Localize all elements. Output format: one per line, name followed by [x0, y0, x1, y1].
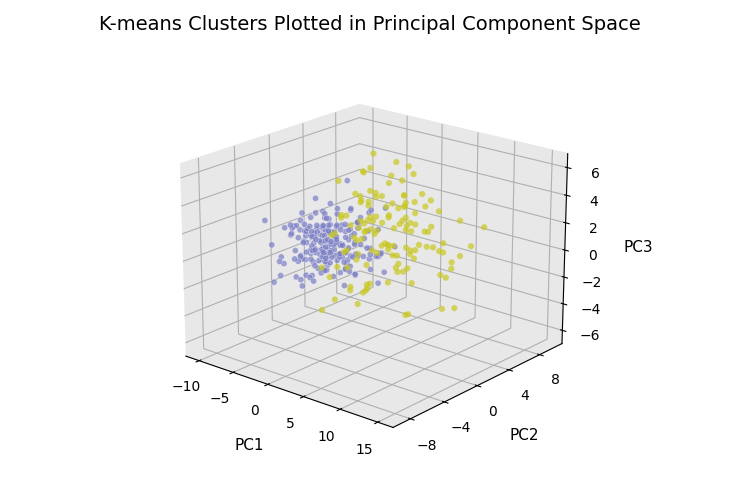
- X-axis label: PC1: PC1: [234, 438, 264, 453]
- Title: K-means Clusters Plotted in Principal Component Space: K-means Clusters Plotted in Principal Co…: [98, 15, 641, 34]
- Y-axis label: PC2: PC2: [509, 428, 539, 443]
